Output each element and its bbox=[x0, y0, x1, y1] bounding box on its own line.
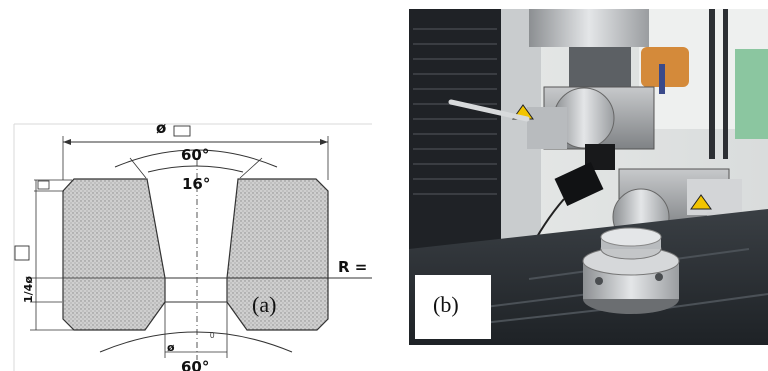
inner-angle-label: 16° bbox=[182, 175, 210, 193]
panel-b-label: (b) bbox=[433, 292, 459, 317]
test-setup-photo: (b) bbox=[409, 9, 768, 345]
radius-label: R = bbox=[338, 258, 367, 276]
chamfer-value-box bbox=[37, 180, 50, 190]
panel-a-label: (a) bbox=[252, 292, 276, 317]
panel-b-label-box bbox=[415, 275, 491, 339]
bottom-angle-label: 60° bbox=[181, 358, 209, 371]
small-mark: 0 bbox=[210, 331, 215, 340]
diameter-label: ø bbox=[156, 119, 166, 137]
quarter-dia-label: 1/4ø bbox=[22, 276, 35, 303]
die-drawing: ø 60° 16° 1/4ø R = (a) ø 0 60° bbox=[13, 119, 372, 371]
top-angle-label: 60° bbox=[181, 146, 209, 164]
height-value-box bbox=[14, 245, 30, 261]
die-right-section bbox=[226, 178, 329, 331]
bottom-diameter-label: ø bbox=[167, 341, 175, 354]
diameter-value-box bbox=[173, 125, 191, 137]
die-left-section bbox=[62, 178, 166, 331]
